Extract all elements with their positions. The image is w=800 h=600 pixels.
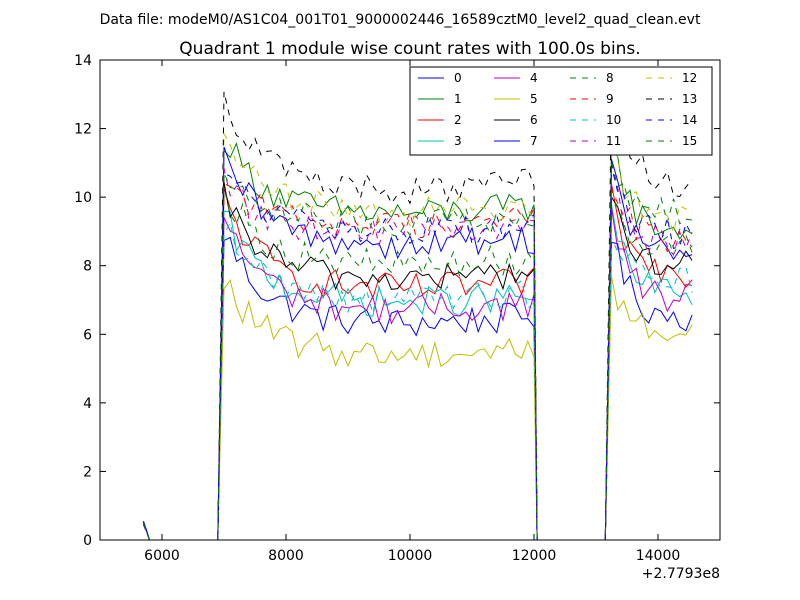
legend-label-13: 13 xyxy=(682,92,697,106)
series-line-8 xyxy=(142,187,693,541)
series-layer xyxy=(142,86,693,541)
x-offset-label: +2.7793e8 xyxy=(642,566,720,582)
legend-label-5: 5 xyxy=(530,92,538,106)
plot-frame xyxy=(99,59,721,541)
series-line-10 xyxy=(142,221,693,541)
x-tick-label: 6000 xyxy=(144,548,180,564)
legend-label-1: 1 xyxy=(454,92,462,106)
y-tick-label: 10 xyxy=(74,190,92,206)
series-line-15 xyxy=(142,161,693,541)
x-tick-label: 10000 xyxy=(388,548,433,564)
legend-label-6: 6 xyxy=(530,113,538,127)
legend-label-0: 0 xyxy=(454,71,462,85)
series-line-12 xyxy=(142,131,693,541)
legend-label-3: 3 xyxy=(454,134,462,148)
x-tick-label: 14000 xyxy=(636,548,681,564)
x-tick-label: 12000 xyxy=(512,548,557,564)
y-tick-label: 2 xyxy=(83,464,92,480)
legend-label-7: 7 xyxy=(530,134,538,148)
series-line-4 xyxy=(142,207,693,541)
legend-label-12: 12 xyxy=(682,71,697,85)
legend-label-15: 15 xyxy=(682,134,697,148)
legend-label-4: 4 xyxy=(530,71,538,85)
series-line-2 xyxy=(142,183,693,541)
y-tick-label: 0 xyxy=(83,533,92,549)
series-line-14 xyxy=(142,165,693,541)
y-tick-label: 4 xyxy=(83,396,92,412)
series-line-0 xyxy=(142,236,693,541)
legend-box xyxy=(409,66,713,156)
legend-label-10: 10 xyxy=(606,113,621,127)
legend-label-14: 14 xyxy=(682,113,697,127)
legend-label-8: 8 xyxy=(606,71,614,85)
series-line-9 xyxy=(142,182,693,541)
series-line-5 xyxy=(142,276,693,541)
y-tick-label: 12 xyxy=(74,122,92,138)
legend-label-2: 2 xyxy=(454,113,462,127)
y-tick-label: 14 xyxy=(74,53,92,69)
series-line-7 xyxy=(142,146,693,541)
legend-label-9: 9 xyxy=(606,92,614,106)
legend-label-11: 11 xyxy=(606,134,621,148)
series-line-3 xyxy=(142,204,693,541)
x-tick-label: 8000 xyxy=(268,548,304,564)
y-tick-label: 8 xyxy=(83,259,92,275)
figure-suptitle: Data file: modeM0/AS1C04_001T01_90000024… xyxy=(100,12,701,28)
chart-title: Quadrant 1 module wise count rates with … xyxy=(179,39,640,59)
y-tick-label: 6 xyxy=(83,327,92,343)
